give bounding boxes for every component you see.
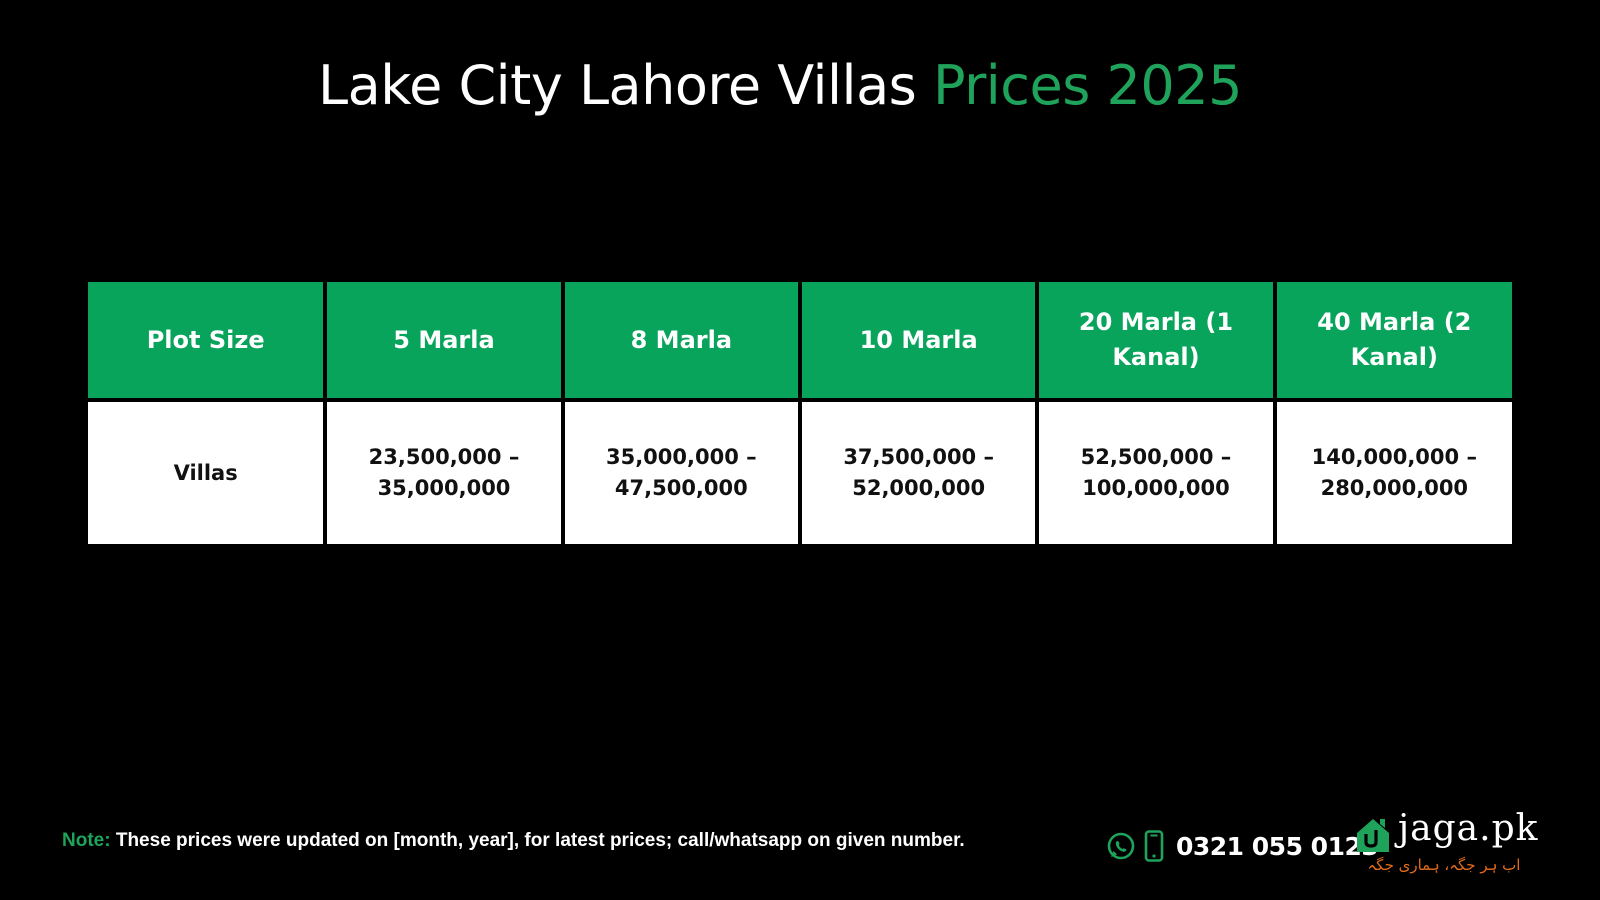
brand-tagline: اب ہر جگہ، ہماری جگہ [1367,856,1521,874]
note-label: Note: [62,830,111,851]
brand-logo: jaga.pk اب ہر جگہ، ہماری جگہ [1354,808,1544,884]
whatsapp-icon[interactable] [1106,831,1136,861]
price-cell-20-marla: 52,500,000 – 100,000,000 [1035,398,1277,544]
price-cell-10-marla: 37,500,000 – 52,000,000 [797,398,1040,544]
table-row: Villas 23,500,000 – 35,000,000 35,000,00… [88,398,1512,544]
brand-name: jaga.pk [1398,808,1539,849]
phone-number[interactable]: 0321 055 0123 [1176,831,1379,861]
mobile-phone-icon[interactable] [1144,830,1164,862]
price-cell-8-marla: 35,000,000 – 47,500,000 [560,398,802,544]
title-main: Lake City Lahore Villas [318,54,917,117]
row-label-villas: Villas [88,398,328,544]
header-40-marla: 40 Marla (2 Kanal) [1272,282,1512,402]
price-cell-40-marla: 140,000,000 – 280,000,000 [1272,398,1512,544]
header-8-marla: 8 Marla [560,282,802,402]
title-accent: Prices 2025 [932,54,1242,117]
header-20-marla: 20 Marla (1 Kanal) [1035,282,1277,402]
contact-info: 0321 055 0123 [1106,826,1379,866]
price-cell-5-marla: 23,500,000 – 35,000,000 [323,398,565,544]
note-text: These prices were updated on [month, yea… [115,830,965,851]
house-logo-icon [1354,816,1392,859]
header-plot-size: Plot Size [88,282,328,402]
table-header-row: Plot Size 5 Marla 8 Marla 10 Marla 20 Ma… [88,282,1512,402]
price-table: Plot Size 5 Marla 8 Marla 10 Marla 20 Ma… [88,282,1512,544]
footer-note: Note: These prices were updated on [mont… [62,830,965,852]
header-10-marla: 10 Marla [797,282,1040,402]
header-5-marla: 5 Marla [323,282,565,402]
page-title: Lake City Lahore Villas Prices 2025 [0,54,1560,117]
